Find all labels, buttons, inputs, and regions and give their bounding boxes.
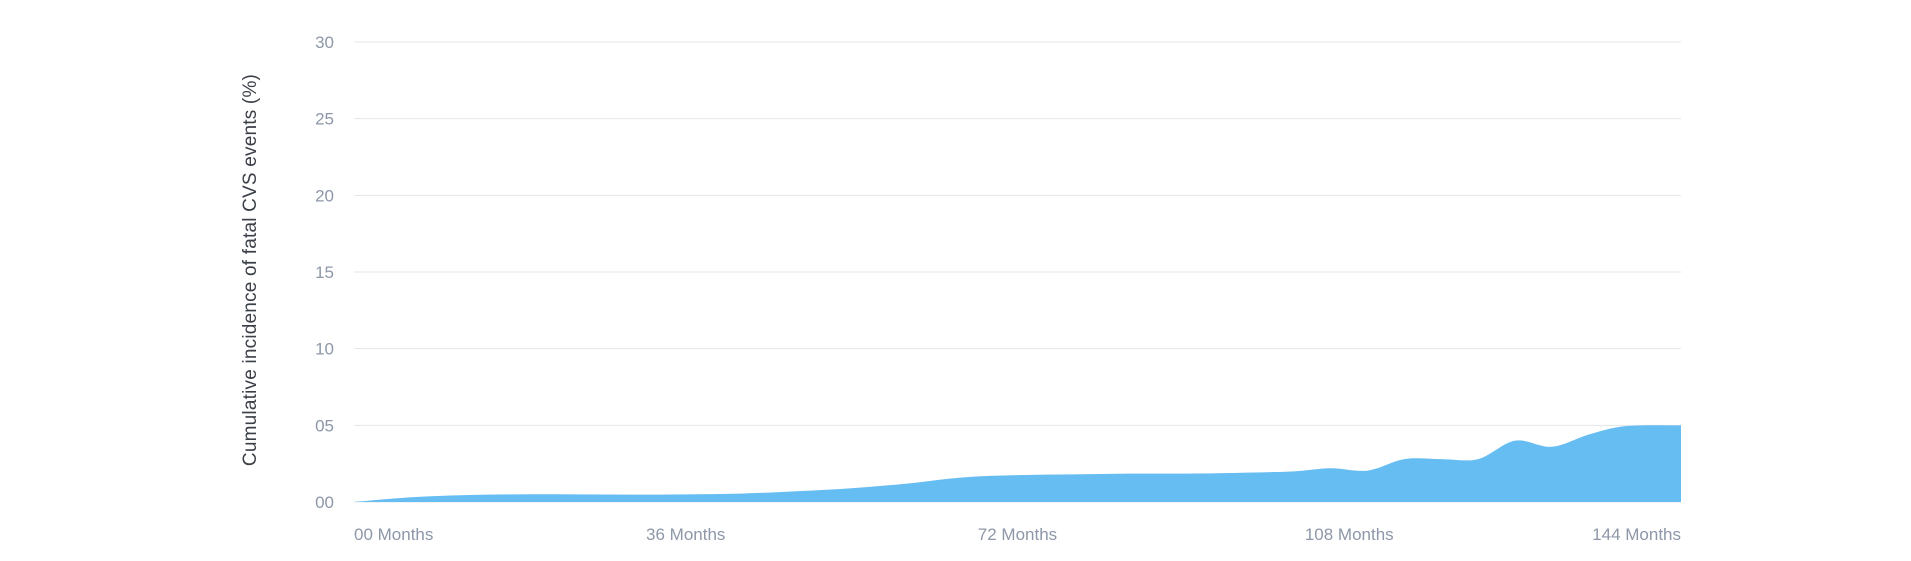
y-tick-label: 20 bbox=[315, 186, 334, 205]
grid-lines bbox=[354, 41, 1681, 503]
x-tick-label: 72 Months bbox=[978, 525, 1057, 544]
y-tick-label: 10 bbox=[315, 340, 334, 359]
x-tick-label: 108 Months bbox=[1305, 525, 1394, 544]
y-tick-label: 15 bbox=[315, 263, 334, 282]
x-tick-label: 00 Months bbox=[354, 525, 433, 544]
y-tick-label: 05 bbox=[315, 416, 334, 435]
x-tick-label: 144 Months bbox=[1592, 525, 1681, 544]
area-series-0 bbox=[354, 425, 1681, 502]
y-tick-label: 30 bbox=[315, 33, 334, 52]
x-axis-ticks: 00 Months 36 Months 72 Months 108 Months 144… bbox=[354, 525, 1681, 544]
y-axis-label: Cumulative incidence of fatal CVS events… bbox=[240, 74, 261, 466]
y-tick-label: 25 bbox=[315, 110, 334, 129]
y-tick-label: 00 bbox=[315, 493, 334, 512]
area-series bbox=[354, 425, 1681, 502]
y-axis-ticks: 00 05 10 15 20 25 30 bbox=[315, 33, 334, 512]
x-tick-label: 36 Months bbox=[646, 525, 725, 544]
